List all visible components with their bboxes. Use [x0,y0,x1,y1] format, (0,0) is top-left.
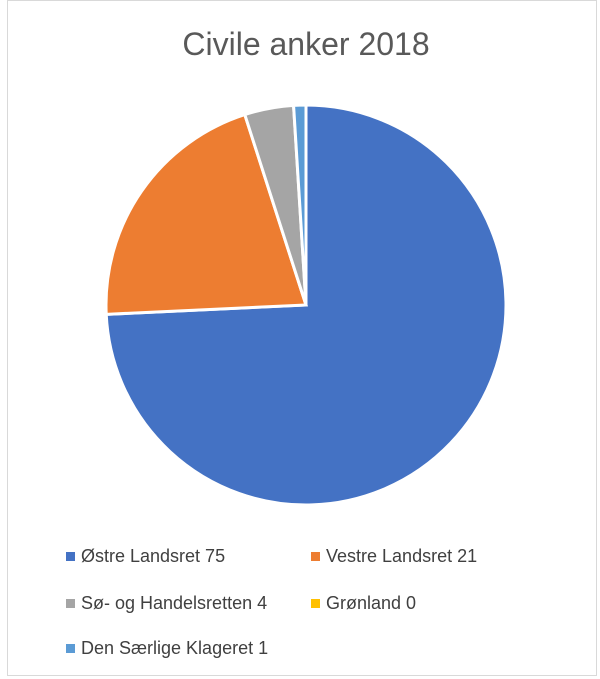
chart-title: Civile anker 2018 [182,26,430,62]
pie-slice-vestre-landsret [104,112,309,316]
pie-slice-den-særlige-klageret [291,103,308,306]
